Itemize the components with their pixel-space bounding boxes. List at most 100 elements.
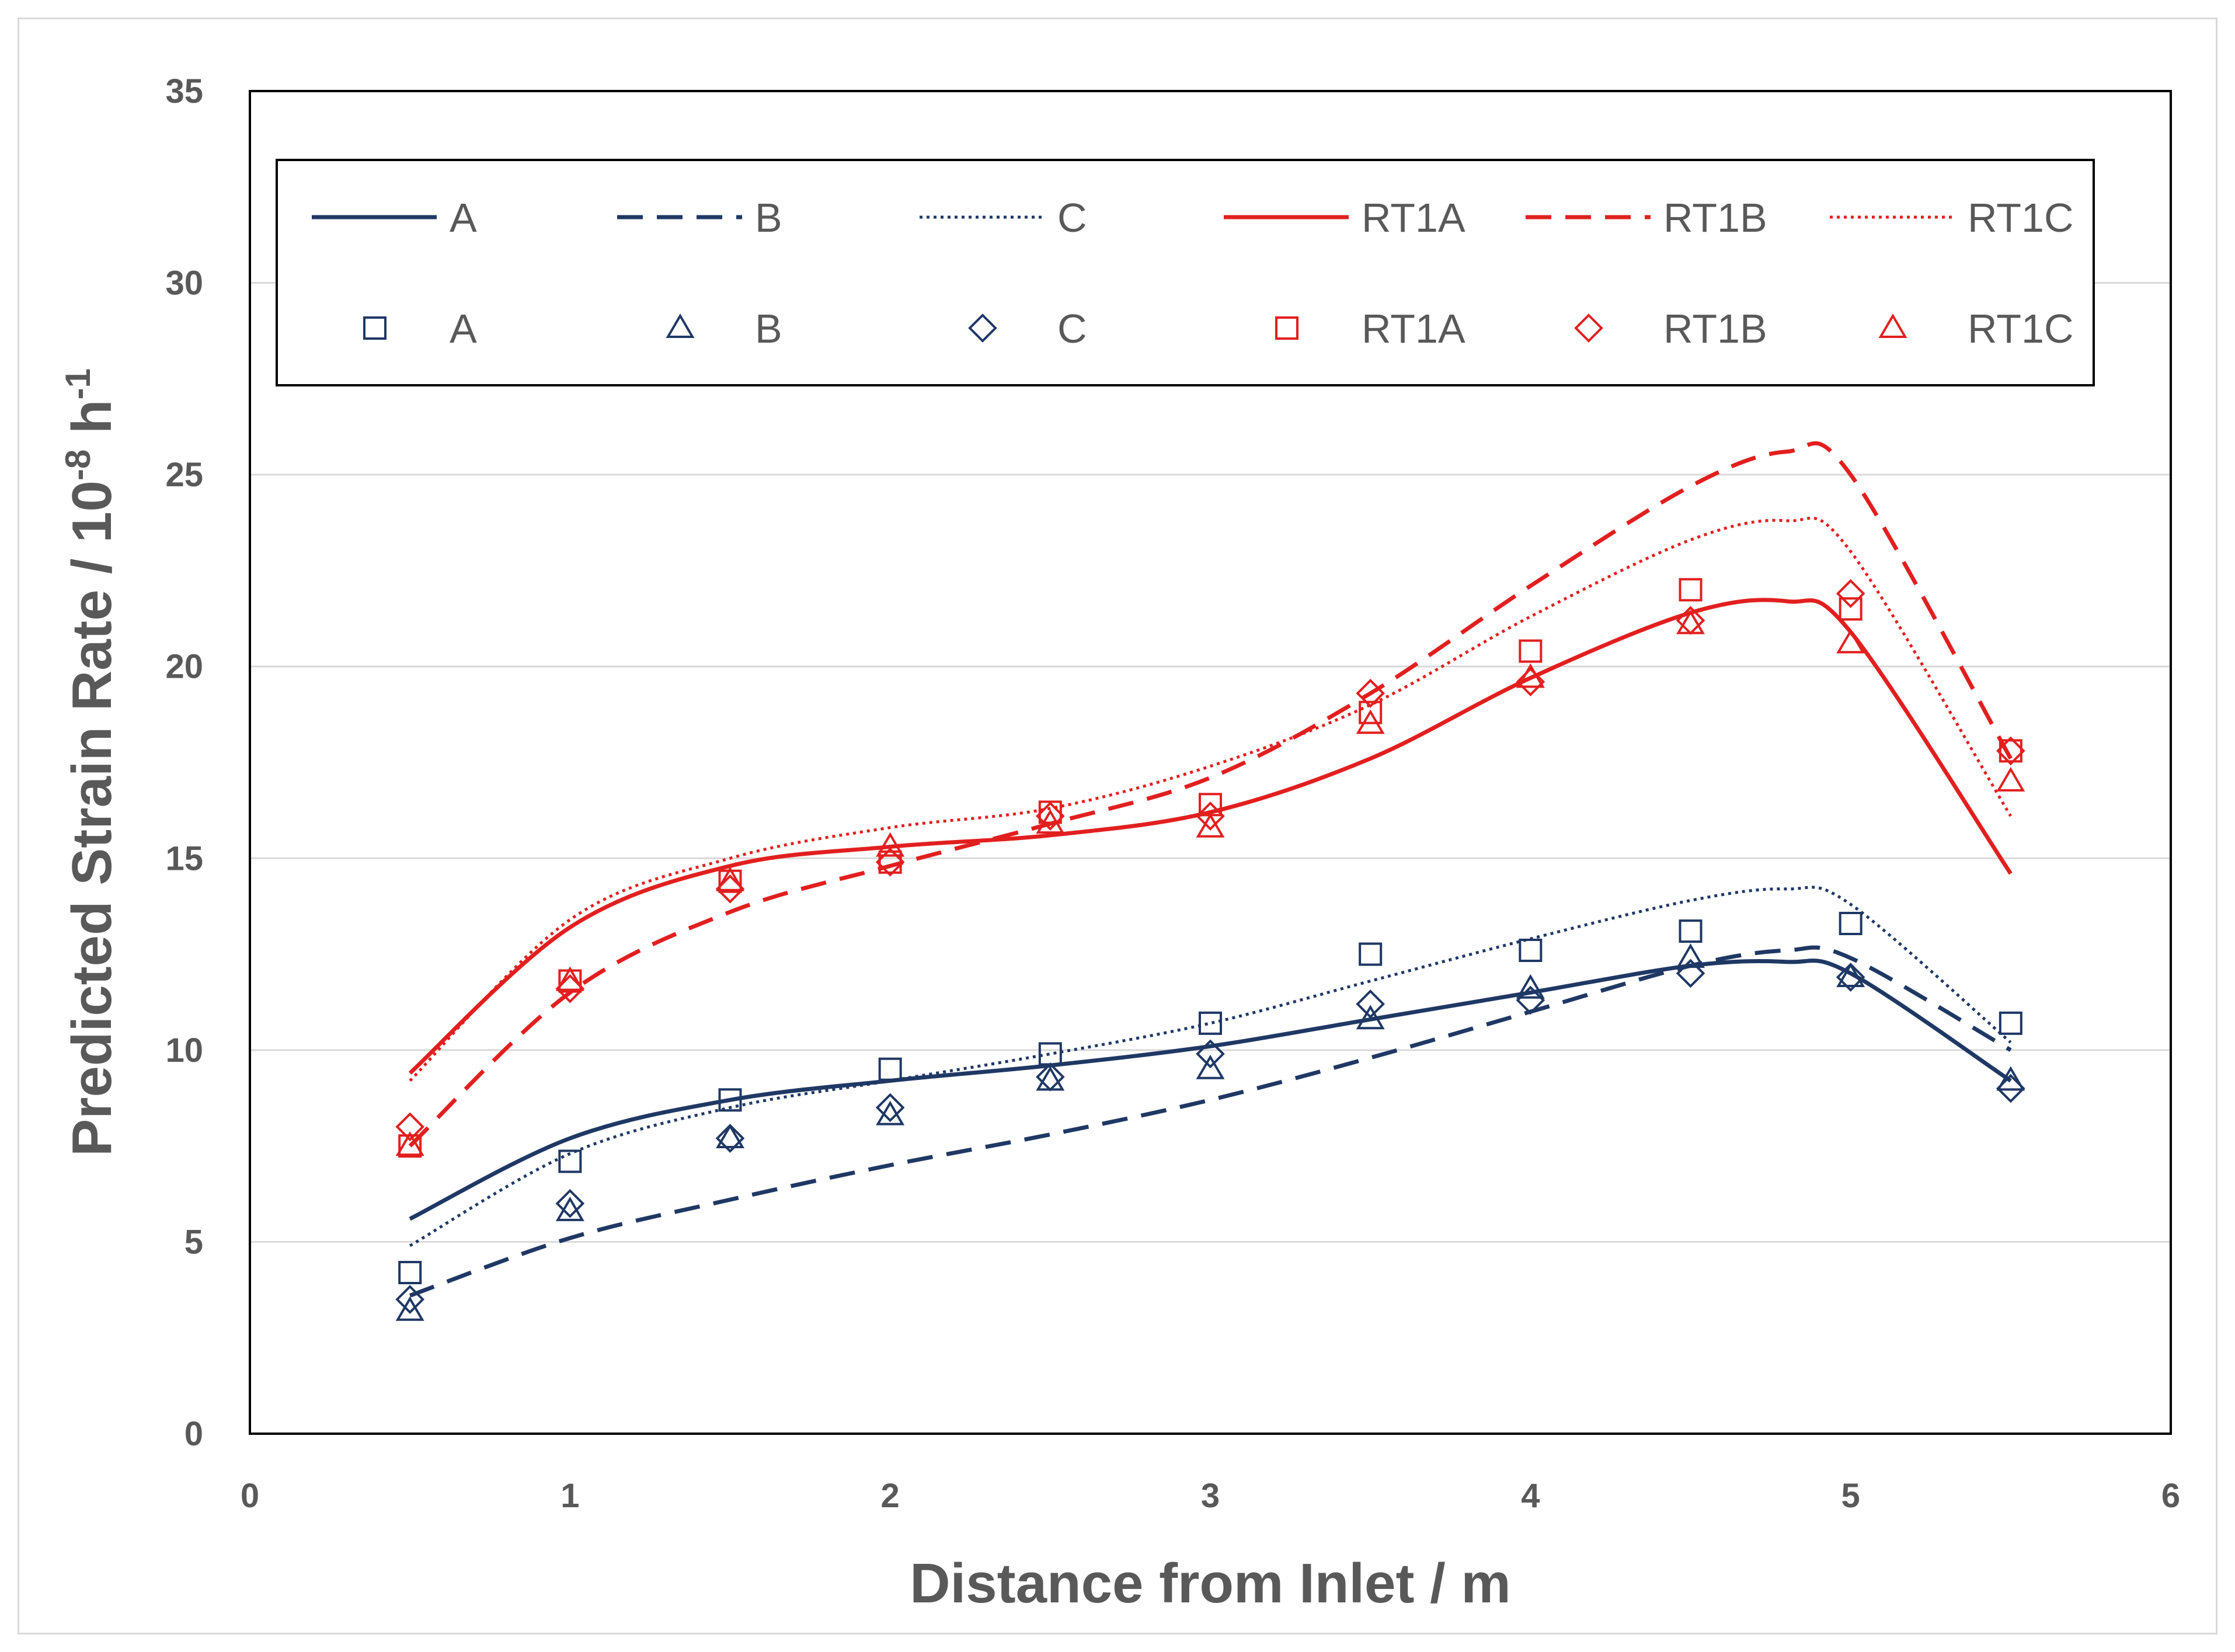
- marker-rt1c-2: [716, 866, 744, 891]
- marker-rt1c-10: [1996, 766, 2025, 792]
- marker-a-4: [1038, 1042, 1062, 1066]
- x-tick-label-5: 5: [1841, 1477, 1860, 1515]
- series-line-c: [409, 886, 2012, 1247]
- marker-rt1b-10: [1996, 736, 2025, 766]
- marker-rt1a-7: [1519, 639, 1543, 663]
- marker-rt1b-3: [875, 848, 905, 877]
- series-line-b: [409, 945, 2012, 1298]
- legend-marker-label-rt1a: RT1A: [1362, 306, 1465, 351]
- legend-marker-swatch-rt1b: [1574, 313, 1603, 343]
- legend-marker-label-b: B: [755, 306, 782, 351]
- marker-c-6: [1356, 989, 1385, 1019]
- x-tick-label-3: 3: [1201, 1477, 1220, 1515]
- legend-marker-swatch-c: [968, 313, 997, 343]
- marker-rt1a-8: [1679, 578, 1703, 602]
- y-axis-title-exp2: -1: [58, 368, 98, 399]
- x-tick-label-0: 0: [241, 1477, 259, 1515]
- marker-a-1: [558, 1149, 582, 1173]
- tick-labels: 0 5 10 15 20 25 30 35 0 1 2 3 4 5 6: [165, 72, 2180, 1515]
- x-tick-label-4: 4: [1521, 1477, 1540, 1515]
- marker-a-7: [1519, 939, 1543, 962]
- marker-rt1b-4: [1036, 801, 1065, 831]
- marker-rt1a-10: [1999, 739, 2022, 763]
- legend-marker-label-rt1c: RT1C: [1968, 306, 2074, 351]
- y-tick-label-15: 15: [165, 839, 203, 877]
- marker-rt1b-0: [395, 1112, 424, 1142]
- legend-line-label-a: A: [450, 195, 477, 241]
- legend-line-label-rt1c: RT1C: [1968, 195, 2074, 241]
- legend-marker-swatch-rt1a: [1275, 316, 1298, 340]
- marker-rt1c-7: [1516, 663, 1545, 688]
- x-axis-title: Distance from Inlet / m: [910, 1552, 1511, 1615]
- marker-c-10: [1996, 1074, 2025, 1103]
- plot-area-frame: [249, 90, 2172, 1435]
- series-lines: [408, 441, 2013, 1298]
- legend-marker-label-rt1b: RT1B: [1663, 306, 1767, 351]
- marker-a-0: [398, 1261, 422, 1284]
- series-line-rt1c: [409, 517, 2012, 1082]
- legend-line-label-rt1a: RT1A: [1362, 195, 1465, 241]
- marker-series-b: [395, 943, 2025, 1321]
- marker-c-5: [1196, 1039, 1225, 1069]
- marker-b-9: [1836, 963, 1865, 987]
- marker-rt1c-8: [1676, 609, 1705, 635]
- marker-a-3: [878, 1057, 902, 1081]
- legend-line-label-rt1b: RT1B: [1663, 195, 1767, 241]
- marker-a-2: [718, 1088, 742, 1112]
- marker-b-0: [395, 1296, 424, 1321]
- gridlines: [250, 282, 2171, 1243]
- marker-b-10: [1996, 1066, 2025, 1091]
- marker-c-8: [1676, 959, 1705, 988]
- marker-series-rt1c: [395, 609, 2025, 1156]
- marker-a-10: [1999, 1011, 2022, 1035]
- marker-b-5: [1196, 1054, 1225, 1079]
- y-axis-title: Predicted Strain Rate / 10-8 h-1: [58, 368, 123, 1156]
- marker-rt1c-0: [395, 1131, 424, 1156]
- marker-rt1c-5: [1196, 813, 1225, 838]
- marker-rt1b-7: [1516, 667, 1545, 696]
- legend-marker-label-c: C: [1057, 306, 1087, 351]
- marker-b-2: [716, 1124, 744, 1148]
- marker-a-9: [1839, 912, 1862, 935]
- legend-line-label-b: B: [755, 195, 782, 241]
- marker-rt1c-1: [555, 966, 584, 991]
- marker-b-8: [1676, 943, 1705, 968]
- y-axis-title-main: Predicted Strain Rate / 10: [61, 480, 123, 1156]
- legend-marker-swatch-a: [363, 316, 387, 340]
- marker-series-rt1a: [398, 578, 2022, 1158]
- marker-c-0: [395, 1285, 424, 1314]
- legend-marker-swatch-b: [666, 313, 695, 338]
- marker-series-a: [398, 912, 2022, 1284]
- y-tick-label-10: 10: [165, 1031, 203, 1069]
- x-tick-label-2: 2: [881, 1477, 900, 1515]
- marker-c-1: [555, 1189, 585, 1218]
- legend-box: [276, 159, 2095, 386]
- marker-c-4: [1036, 1062, 1065, 1092]
- legend-items: A B C RT1A RT1B RT1C A B C RT1A RT1B RT1C: [312, 195, 2074, 351]
- legend-marker-label-a: A: [450, 306, 477, 351]
- marker-c-7: [1516, 985, 1545, 1015]
- marker-series-c: [395, 959, 2025, 1314]
- marker-a-5: [1199, 1011, 1222, 1035]
- marker-rt1b-9: [1836, 579, 1865, 608]
- series-line-a: [409, 959, 2012, 1221]
- y-axis-title-unit: h: [61, 399, 123, 449]
- marker-rt1a-3: [878, 850, 902, 874]
- legend-marker-swatch-rt1c: [1878, 313, 1907, 338]
- marker-b-6: [1356, 1005, 1385, 1030]
- marker-rt1b-5: [1196, 801, 1225, 831]
- legend-line-label-c: C: [1057, 195, 1087, 241]
- marker-rt1c-3: [876, 832, 905, 857]
- y-axis-title-group: Predicted Strain Rate / 10-8 h-1: [58, 368, 123, 1156]
- y-tick-label-0: 0: [184, 1415, 203, 1453]
- x-tick-label-6: 6: [2161, 1477, 2180, 1515]
- y-tick-label-35: 35: [165, 72, 203, 110]
- y-tick-label-20: 20: [165, 648, 203, 686]
- marker-rt1b-6: [1356, 678, 1385, 708]
- y-tick-label-30: 30: [165, 264, 203, 302]
- marker-c-3: [875, 1093, 905, 1123]
- series-markers: [395, 578, 2025, 1321]
- marker-rt1a-6: [1359, 700, 1383, 724]
- marker-rt1a-9: [1839, 597, 1862, 621]
